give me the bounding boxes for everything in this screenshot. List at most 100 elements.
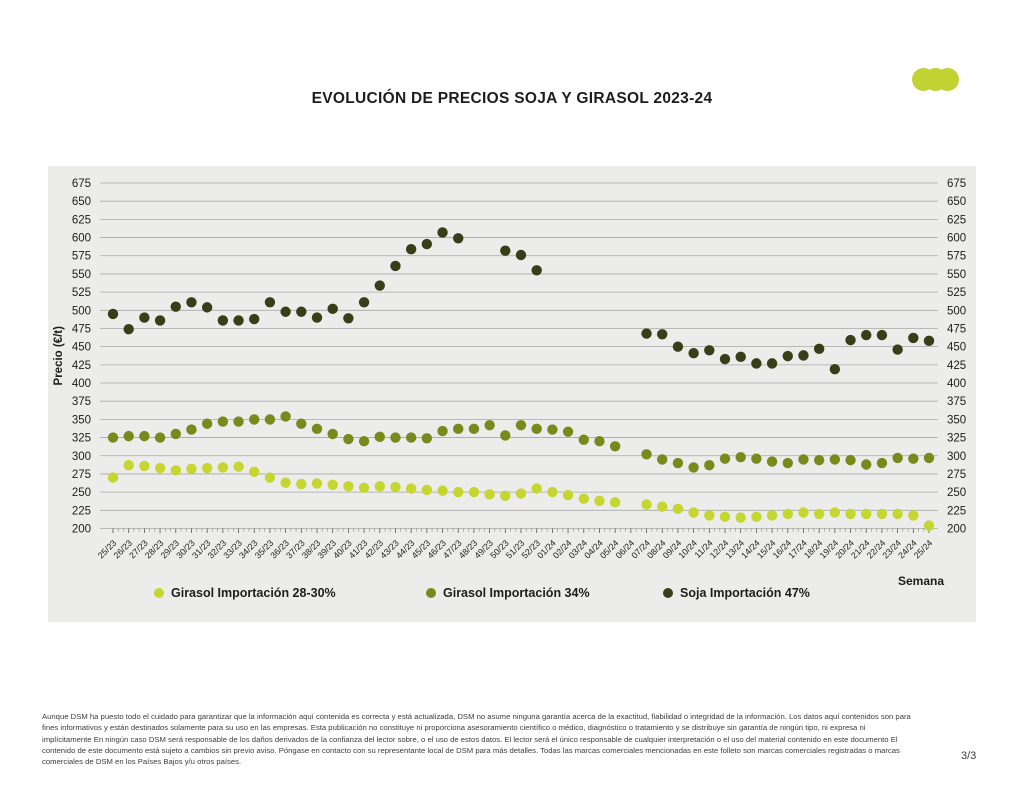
page-title: EVOLUCIÓN DE PRECIOS SOJA Y GIRASOL 2023… <box>311 90 713 107</box>
svg-text:225: 225 <box>72 505 91 517</box>
svg-text:25/24: 25/24 <box>912 538 935 561</box>
data-point <box>578 493 589 504</box>
data-point <box>672 457 684 469</box>
disclaimer-line: implícitamente En ningún caso DSM será r… <box>42 734 898 744</box>
y-axis-labels-left: 200 225 250 275 300 325 350 375 400 425 450 475 500 5… <box>72 178 91 536</box>
svg-text:625: 625 <box>947 214 966 226</box>
data-point <box>249 414 260 425</box>
data-point <box>641 449 652 460</box>
data-point <box>892 452 903 464</box>
svg-text:250: 250 <box>947 487 966 499</box>
data-point <box>531 265 542 276</box>
data-point <box>782 457 793 469</box>
data-point <box>719 353 731 365</box>
svg-text:475: 475 <box>72 323 91 335</box>
y-axis-title: Precio (€/t) <box>53 326 65 386</box>
data-point <box>264 472 276 483</box>
data-point <box>154 315 166 326</box>
data-point <box>139 312 150 323</box>
x-axis-ticks <box>112 528 930 533</box>
legend-item-girasol-34: Girasol Importación 34% <box>426 586 590 600</box>
svg-text:450: 450 <box>947 342 966 354</box>
data-point <box>170 465 181 476</box>
svg-text:375: 375 <box>72 396 91 408</box>
data-point <box>845 334 856 346</box>
data-point <box>311 312 323 323</box>
data-point <box>876 457 888 469</box>
legend-item-girasol-28-30: Girasol Importación 28-30% <box>154 586 336 600</box>
disclaimer-line: Aunque DSM ha puesto todo el cuidado par… <box>42 712 911 721</box>
data-point <box>343 313 354 324</box>
data-point <box>296 418 307 429</box>
data-point <box>280 411 291 422</box>
disclaimer-line: contenido de este documento está sujeto … <box>42 745 900 755</box>
data-point <box>107 432 119 443</box>
data-point <box>672 503 684 515</box>
legend-dot-icon <box>663 588 673 598</box>
data-point <box>123 430 134 442</box>
data-point <box>766 358 778 369</box>
svg-text:425: 425 <box>947 360 966 372</box>
data-point <box>515 420 527 431</box>
data-point <box>594 436 605 447</box>
svg-text:225: 225 <box>947 505 966 517</box>
data-point <box>845 454 856 466</box>
data-point <box>327 428 338 440</box>
data-point <box>484 420 495 431</box>
dsm-logo <box>912 68 959 91</box>
data-point <box>107 308 119 320</box>
data-point <box>641 328 652 339</box>
svg-text:650: 650 <box>72 196 91 208</box>
data-point <box>704 345 715 356</box>
svg-text:475: 475 <box>947 323 966 335</box>
data-point <box>327 479 338 491</box>
svg-text:575: 575 <box>947 251 966 263</box>
data-point <box>798 454 809 465</box>
data-point <box>688 507 699 518</box>
data-point <box>908 332 919 344</box>
data-point <box>186 424 197 435</box>
data-point <box>861 508 872 520</box>
data-point <box>923 520 935 531</box>
data-point <box>688 348 699 359</box>
data-point <box>594 495 605 507</box>
data-point <box>453 233 464 244</box>
data-point <box>233 315 244 326</box>
data-point <box>311 423 323 435</box>
data-point <box>390 432 401 443</box>
data-point <box>798 507 809 518</box>
data-point <box>154 462 166 474</box>
legend-label: Girasol Importación 34% <box>443 586 590 600</box>
data-point <box>829 507 841 518</box>
data-point <box>547 424 558 435</box>
svg-text:450: 450 <box>72 342 91 354</box>
series-points-1 <box>107 411 935 473</box>
svg-text:250: 250 <box>72 487 91 499</box>
svg-text:300: 300 <box>72 451 91 463</box>
data-point <box>766 456 778 467</box>
data-point <box>704 460 715 471</box>
data-point <box>437 227 448 238</box>
data-point <box>468 486 480 498</box>
data-point <box>892 508 903 520</box>
data-point <box>735 351 746 363</box>
data-point <box>405 243 417 255</box>
disclaimer-line: fines informativos y están destinados so… <box>42 723 866 733</box>
data-point <box>233 416 244 427</box>
data-point <box>249 313 260 325</box>
data-point <box>358 482 370 493</box>
data-point <box>845 508 856 520</box>
svg-text:325: 325 <box>72 433 91 445</box>
data-point <box>751 358 762 369</box>
data-point <box>249 466 260 477</box>
data-point <box>641 499 652 510</box>
data-point <box>813 343 825 355</box>
data-point <box>233 461 244 472</box>
data-point <box>390 260 401 272</box>
data-point <box>515 249 527 261</box>
data-point <box>374 280 385 291</box>
svg-text:675: 675 <box>72 178 91 190</box>
data-point <box>813 454 825 466</box>
chart-legend: Girasol Importación 28-30% Girasol Impor… <box>48 586 976 608</box>
data-point <box>154 432 166 443</box>
